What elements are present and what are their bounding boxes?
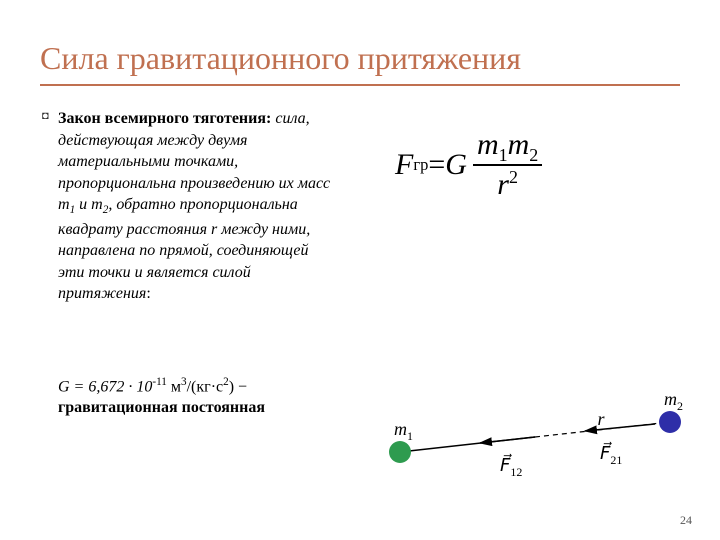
num-m1: m (477, 128, 499, 161)
svg-text:m1: m1 (394, 419, 413, 443)
law-body: сила, действующая между двумя материальн… (58, 110, 330, 302)
den-r: r (497, 168, 509, 201)
formula-fraction: m1m2 r2 (473, 130, 542, 200)
formula-num: m1m2 (473, 130, 542, 166)
page-number: 24 (680, 513, 692, 528)
gravity-formula: Fгр = G m1m2 r2 (395, 130, 542, 200)
g-constant: G = 6,672 · 10-11 м3/(кг·с2) − гравитаци… (58, 375, 338, 419)
slide-title: Сила гравитационного притяжения (40, 40, 521, 77)
den-exp: 2 (509, 167, 518, 187)
law-colon: : (146, 285, 150, 302)
g-label: гравитационная постоянная (58, 399, 265, 416)
svg-text:r: r (598, 409, 606, 429)
g-umid: /(кг·с (187, 378, 224, 395)
formula-F: F (395, 148, 413, 182)
g-units: м (167, 378, 181, 395)
svg-text:m2: m2 (664, 389, 683, 413)
bullet-icon: ◘ (42, 110, 49, 122)
law-paragraph: Закон всемирного тяготения: сила, действ… (58, 108, 338, 305)
num-s2: 2 (529, 145, 538, 165)
g-exp: -11 (152, 376, 167, 388)
g-prefix: G = 6,672 · 10 (58, 378, 152, 395)
formula-den: r2 (493, 166, 522, 200)
law-lead: Закон всемирного тяготения: (58, 110, 271, 127)
svg-text:F⃗12: F⃗12 (500, 454, 522, 479)
law-mid: и m (75, 196, 103, 213)
force-diagram: m1 m2 r F⃗12 F⃗21 (370, 360, 700, 500)
num-s1: 1 (499, 145, 508, 165)
title-underline (40, 84, 680, 86)
svg-text:F⃗21: F⃗21 (600, 442, 622, 467)
num-m2: m (508, 128, 530, 161)
formula-eq: = (428, 148, 445, 182)
formula-Fsub: гр (413, 155, 428, 175)
formula-G: G (445, 148, 467, 182)
g-uend: ) − (229, 378, 247, 395)
